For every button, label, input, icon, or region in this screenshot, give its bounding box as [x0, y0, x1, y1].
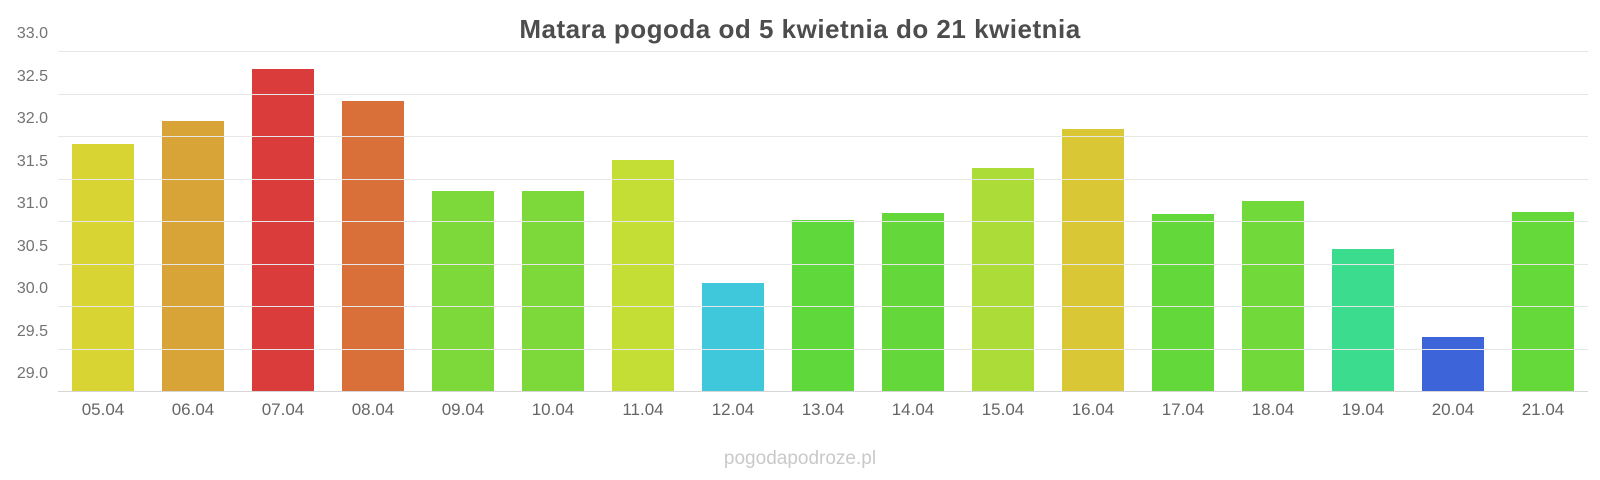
bar-18.04[interactable] — [1241, 200, 1305, 392]
watermark: pogodapodroze.pl — [723, 448, 877, 469]
y-axis-tick-label: 31.5 — [16, 152, 48, 170]
gridline — [58, 306, 1588, 307]
bar-slot — [328, 52, 418, 392]
bar-14.04[interactable] — [881, 212, 945, 392]
plot-area: 29.0 29.5 30.0 30.5 31.0 31.5 32.0 32.5 33.0 — [17, 25, 1588, 392]
bar-slot — [148, 52, 238, 392]
x-axis-tick-label: 20.04 — [1431, 400, 1475, 419]
bar-06.04[interactable] — [161, 120, 225, 392]
bar-slot — [1498, 52, 1588, 392]
x-axis-tick-label: 16.04 — [1071, 400, 1115, 419]
x-axis-tick-label: 13.04 — [801, 400, 845, 419]
gridline — [58, 348, 1588, 350]
bar-slot — [778, 52, 868, 392]
bar-slot — [238, 52, 328, 392]
x-axis-tick-label: 06.04 — [171, 400, 215, 419]
bar-slot — [58, 52, 148, 392]
bars-container — [58, 52, 1588, 392]
x-axis-tick-label: 11.04 — [622, 400, 664, 419]
bar-17.04[interactable] — [1151, 214, 1215, 392]
bar-slot — [1408, 52, 1498, 392]
gridline — [58, 178, 1588, 180]
x-axis-tick-label: 08.04 — [351, 400, 395, 419]
bar-08.04[interactable] — [341, 101, 405, 392]
y-axis-tick-label: 33.0 — [16, 25, 48, 42]
x-axis-tick-label: 21.04 — [1521, 400, 1565, 419]
chart-title: Matara pogoda od 5 kwietnia do 21 kwietn… — [519, 14, 1081, 44]
y-axis-tick-label: 31.0 — [16, 195, 48, 212]
gridline — [58, 93, 1588, 95]
x-axis-tick-label: 07.04 — [261, 400, 305, 419]
bar-slot — [508, 52, 598, 392]
y-axis-tick-label: 32.5 — [16, 67, 48, 85]
bar-slot — [1048, 52, 1138, 392]
bar-slot — [688, 52, 778, 392]
bar-slot — [868, 52, 958, 392]
bar-15.04[interactable] — [971, 168, 1035, 392]
x-axis-tick-label: 05.04 — [81, 400, 125, 419]
bar-05.04[interactable] — [71, 143, 135, 392]
bar-slot — [1138, 52, 1228, 392]
x-axis-labels: 05.04 06.04 07.04 08.04 09.04 10.04 11.04 12.04… — [58, 400, 1588, 420]
bar-19.04[interactable] — [1331, 249, 1395, 392]
y-axis-tick-label: 30.5 — [16, 237, 48, 255]
x-axis-tick-label: 17.04 — [1161, 400, 1205, 419]
gridline — [58, 51, 1588, 52]
bar-slot — [598, 52, 688, 392]
bar-16.04[interactable] — [1061, 128, 1125, 392]
x-axis-tick-label: 12.04 — [711, 400, 755, 419]
bar-slot — [958, 52, 1048, 392]
bar-slot — [418, 52, 508, 392]
bar-21.04[interactable] — [1511, 211, 1575, 392]
gridline — [58, 221, 1588, 222]
x-axis-tick-label: 19.04 — [1341, 400, 1385, 419]
x-axis-tick-label: 10.04 — [531, 400, 575, 419]
bar-10.04[interactable] — [521, 191, 585, 392]
bar-09.04[interactable] — [431, 190, 495, 392]
gridline — [58, 263, 1588, 265]
y-axis-tick-label: 32.0 — [16, 110, 48, 127]
bar-slot — [1318, 52, 1408, 392]
gridline — [58, 136, 1588, 137]
y-axis-tick-label: 29.0 — [16, 365, 48, 382]
bar-20.04[interactable] — [1421, 336, 1485, 392]
bar-12.04[interactable] — [701, 283, 765, 392]
y-axis-tick-label: 29.5 — [16, 322, 48, 340]
bar-11.04[interactable] — [611, 159, 675, 392]
gridline — [58, 391, 1588, 392]
x-axis-tick-label: 15.04 — [981, 400, 1025, 419]
bar-07.04[interactable] — [251, 69, 315, 392]
bar-slot — [1228, 52, 1318, 392]
x-axis-tick-label: 14.04 — [891, 400, 935, 419]
y-axis-tick-label: 30.0 — [16, 280, 48, 297]
x-axis-tick-label: 09.04 — [441, 400, 485, 419]
x-axis-tick-label: 18.04 — [1251, 400, 1295, 419]
